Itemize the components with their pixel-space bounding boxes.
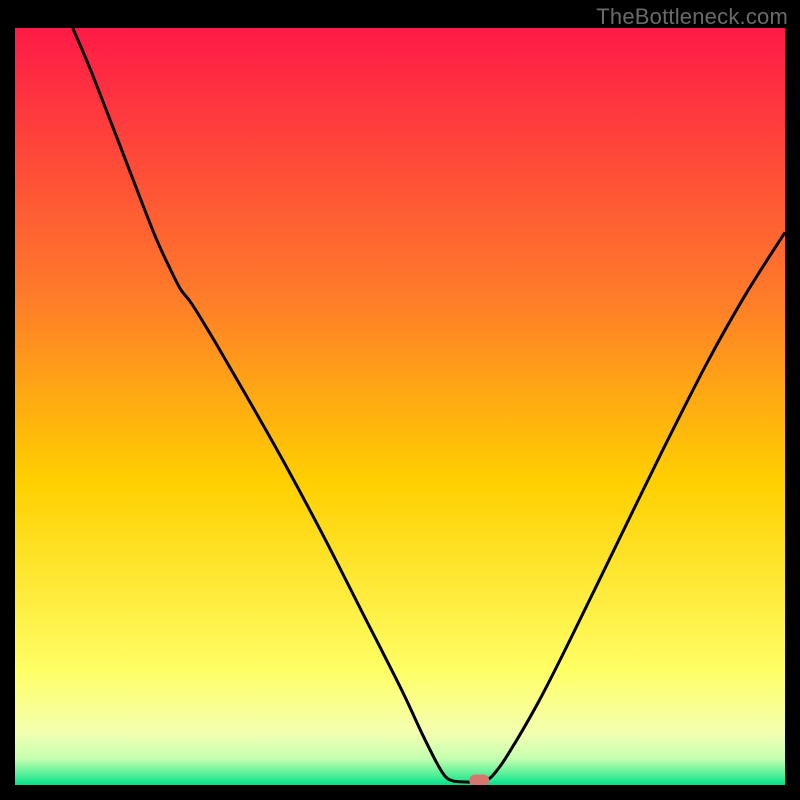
optimal-point-marker [469, 774, 489, 785]
watermark-text: TheBottleneck.com [596, 4, 788, 30]
chart-background-gradient [15, 28, 785, 785]
chart-container [15, 28, 785, 785]
bottleneck-chart [15, 28, 785, 785]
